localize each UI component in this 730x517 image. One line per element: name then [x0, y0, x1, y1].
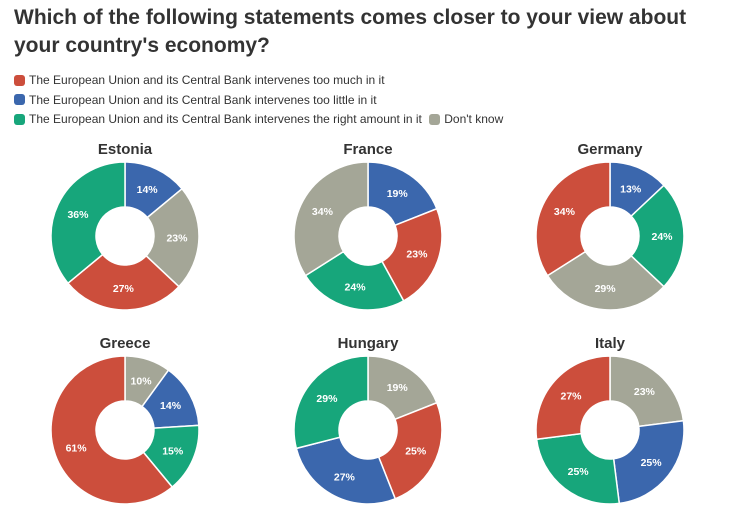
- slice-label: 15%: [162, 446, 184, 458]
- donut-title-italy: Italy: [594, 335, 625, 352]
- donut-chart-germany: 13% 24% 29% 34%: [535, 161, 685, 311]
- donut-slice[interactable]: [377, 401, 443, 500]
- slice-label: 29%: [595, 283, 617, 295]
- legend-label: Don't know: [444, 112, 504, 126]
- donut-title-estonia: Estonia: [97, 141, 153, 158]
- donut-slice[interactable]: [535, 161, 611, 277]
- legend-swatch: [14, 113, 25, 125]
- donut-slice[interactable]: [50, 161, 126, 285]
- slice-label: 36%: [67, 209, 89, 221]
- legend: The European Union and its Central Bank …: [14, 71, 724, 130]
- slice-label: 27%: [113, 283, 135, 295]
- donut-slice[interactable]: [380, 207, 443, 302]
- donut-title-france: France: [343, 141, 393, 158]
- donut-slice[interactable]: [66, 253, 181, 311]
- legend-item-dont-know[interactable]: Don't know: [429, 110, 503, 128]
- legend-swatch: [14, 94, 25, 105]
- slice-label: 25%: [568, 466, 590, 478]
- slice-label: 27%: [334, 471, 356, 483]
- donut-slice[interactable]: [535, 432, 621, 505]
- legend-label: The European Union and its Central Bank …: [29, 92, 377, 107]
- donut-title-germany: Germany: [577, 141, 643, 158]
- slice-label: 23%: [166, 233, 188, 245]
- slice-label: 14%: [137, 184, 159, 196]
- legend-item-too-little[interactable]: The European Union and its Central Bank …: [14, 91, 377, 109]
- donut-slice[interactable]: [304, 250, 405, 311]
- slice-label: 34%: [554, 206, 576, 218]
- slice-label: 23%: [634, 386, 656, 398]
- donut-chart-france: 19% 23% 24% 34%: [293, 161, 443, 311]
- donut-title-hungary: Hungary: [337, 335, 399, 352]
- chart-title: Which of the following statements comes …: [14, 6, 687, 57]
- donut-slice[interactable]: [546, 250, 666, 311]
- donut-slice[interactable]: [145, 187, 200, 288]
- donut-slice[interactable]: [535, 355, 611, 441]
- donut-slice[interactable]: [367, 355, 438, 421]
- slice-label: 13%: [620, 183, 642, 195]
- slice-label: 24%: [651, 231, 673, 243]
- donut-chart-greece: 10% 14% 15% 61%: [50, 355, 200, 505]
- slice-label: 10%: [131, 376, 153, 388]
- donut-slice[interactable]: [612, 419, 685, 505]
- slice-label: 19%: [387, 188, 409, 200]
- slice-label: 14%: [160, 400, 182, 412]
- donut-slice[interactable]: [609, 355, 685, 428]
- donut-slice[interactable]: [630, 184, 685, 288]
- donut-slice[interactable]: [293, 161, 369, 277]
- legend-swatch: [429, 113, 441, 125]
- donut-title-greece: Greece: [99, 335, 151, 352]
- donut-slice[interactable]: [295, 436, 397, 505]
- legend-item-right-amount[interactable]: The European Union and its Central Bank …: [14, 110, 422, 128]
- legend-label: The European Union and its Central Bank …: [29, 73, 385, 87]
- donut-chart-italy: 23% 25% 25% 27%: [535, 355, 685, 505]
- slice-label: 29%: [316, 393, 338, 405]
- donut-slice[interactable]: [50, 355, 174, 505]
- slice-label: 24%: [345, 281, 367, 293]
- slice-label: 61%: [66, 443, 88, 455]
- slice-label: 23%: [406, 249, 428, 261]
- legend-item-too-much[interactable]: The European Union and its Central Bank …: [14, 71, 385, 89]
- donut-slice[interactable]: [293, 355, 369, 450]
- donut-slice[interactable]: [367, 161, 438, 227]
- slice-label: 25%: [405, 446, 427, 458]
- slice-label: 19%: [387, 382, 409, 394]
- legend-swatch: [14, 74, 25, 86]
- donut-chart-hungary: 19% 25% 27% 29%: [293, 355, 443, 505]
- legend-label: The European Union and its Central Bank …: [29, 112, 422, 126]
- donut-chart-estonia: 14% 23% 27% 36%: [50, 161, 200, 311]
- slice-label: 25%: [641, 457, 663, 469]
- slice-label: 34%: [312, 206, 334, 218]
- slice-label: 27%: [560, 391, 582, 403]
